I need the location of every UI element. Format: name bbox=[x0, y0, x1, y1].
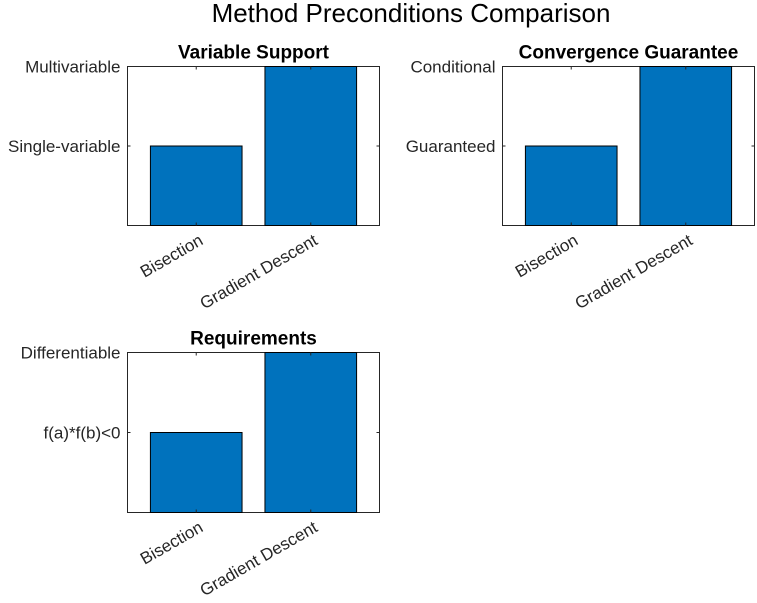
subplot-title: Requirements bbox=[190, 329, 317, 350]
bar-gradient-descent bbox=[264, 66, 358, 226]
subplot-1: Single-variable Multivariable BisectionGra… bbox=[8, 43, 380, 313]
x-tick-label: Gradient Descent bbox=[572, 230, 696, 313]
figure-title: Method Preconditions Comparison bbox=[212, 0, 611, 28]
bar-gradient-descent bbox=[639, 66, 733, 226]
y-tick-label: Guaranteed bbox=[406, 137, 496, 156]
bar-bisection bbox=[149, 145, 243, 226]
x-tick-label: Gradient Descent bbox=[197, 230, 321, 313]
y-tick-label: Conditional bbox=[410, 58, 495, 77]
x-tick-label: Bisection bbox=[137, 518, 206, 569]
y-tick-label: Multivariable bbox=[25, 58, 120, 77]
bar-gradient-descent bbox=[264, 352, 358, 513]
y-tick-label: Differentiable bbox=[21, 344, 121, 363]
x-tick-label: Gradient Descent bbox=[197, 517, 321, 600]
subplot-3: f(a)*f(b)<0 Differentiable BisectionGradie… bbox=[21, 329, 380, 600]
bar-bisection bbox=[149, 432, 243, 513]
subplot-title: Variable Support bbox=[178, 43, 330, 64]
bar-bisection bbox=[524, 145, 618, 226]
x-tick-label: Bisection bbox=[137, 231, 206, 282]
y-tick-label: f(a)*f(b)<0 bbox=[44, 424, 121, 443]
subplot-grid: Single-variableMultivariableBisectionGra… bbox=[8, 43, 755, 600]
y-tick-label: Single-variable bbox=[8, 137, 120, 156]
x-tick-label: Bisection bbox=[512, 231, 581, 282]
subplot-title: Convergence Guarantee bbox=[519, 43, 739, 64]
